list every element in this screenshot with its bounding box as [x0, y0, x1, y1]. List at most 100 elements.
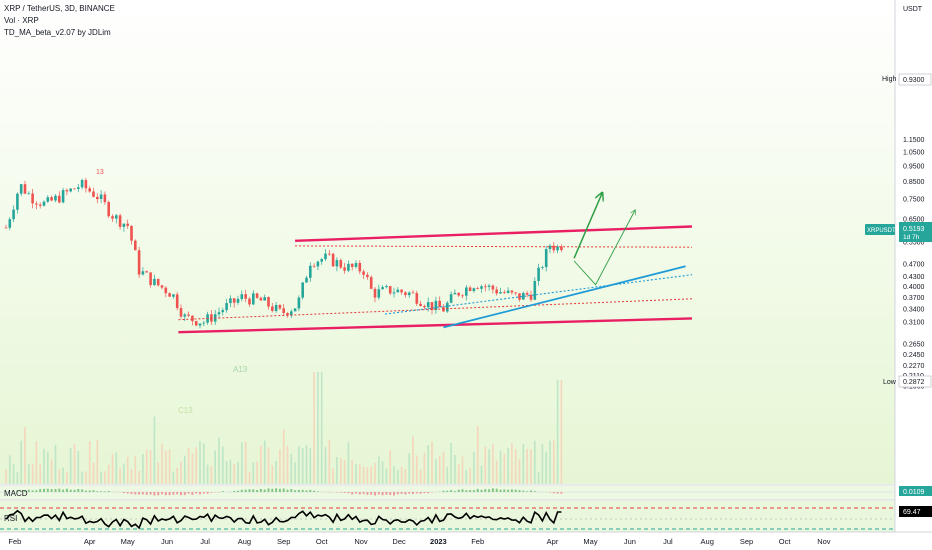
volume-bar — [313, 372, 315, 484]
macd-bar — [415, 492, 418, 494]
rsi-pane-label[interactable]: RSI — [4, 514, 17, 523]
volume-bar — [389, 450, 391, 484]
volume-bar — [9, 455, 11, 484]
time-axis[interactable]: Feb Apr May Jun Jul Aug Sep Oct Nov Dec 2023 Feb Apr… — [8, 537, 830, 546]
volume-bar — [104, 471, 106, 484]
macd-bar — [54, 489, 57, 492]
channel-upper-line[interactable] — [295, 225, 693, 242]
volume-bar — [370, 466, 372, 484]
candle-body — [381, 287, 384, 290]
volume-bar — [176, 467, 178, 484]
volume-bar — [263, 440, 266, 484]
macd-bar — [161, 492, 163, 495]
candle-body — [525, 293, 529, 295]
volume-bar — [431, 441, 433, 484]
macd-bar — [290, 489, 293, 492]
candle-body — [373, 288, 377, 298]
candle-body — [480, 286, 483, 289]
candle-body — [362, 271, 365, 275]
macd-bar — [480, 489, 483, 492]
macd-bar — [267, 488, 270, 492]
candle-body — [23, 184, 27, 194]
volume-bar — [522, 444, 525, 484]
candle-body — [92, 191, 95, 197]
candlesticks — [4, 177, 563, 329]
drawings[interactable] — [178, 193, 693, 334]
candle-body — [96, 196, 99, 200]
candle-body — [35, 203, 38, 205]
alternate-projection-arrow[interactable] — [573, 211, 635, 286]
candle-body — [80, 180, 84, 188]
volume-bar — [12, 464, 15, 484]
macd-bar — [530, 490, 532, 492]
volume-bar — [320, 372, 323, 484]
volume-bar — [469, 468, 471, 484]
macd-bar — [427, 492, 430, 494]
candle-body — [232, 298, 236, 303]
volume-bar — [161, 443, 163, 484]
macd-bar — [526, 491, 529, 492]
candle-body — [320, 259, 323, 262]
volume-bar — [96, 440, 99, 484]
volume-bar — [336, 457, 338, 484]
volume-bar — [400, 466, 403, 484]
td-indicator-label[interactable]: TD_MA_beta_v2.07 by JDLim — [4, 28, 111, 37]
volume-bar — [229, 459, 232, 484]
volume-bar — [457, 464, 460, 484]
macd-bar — [141, 492, 144, 495]
macd-bar — [69, 489, 72, 492]
macd-bar — [393, 492, 395, 496]
candle-body — [423, 306, 426, 308]
volume-bar — [473, 451, 475, 484]
support-dotted-line[interactable] — [178, 298, 693, 321]
candle-body — [263, 297, 266, 301]
candle-body — [316, 261, 320, 267]
volume-bar — [130, 469, 133, 484]
macd-bar — [442, 490, 445, 492]
volume-bar — [256, 461, 258, 484]
channel-lower-line[interactable] — [178, 317, 693, 334]
volume-bar — [157, 462, 159, 484]
time-tick: Aug — [701, 537, 714, 546]
rsi-pane — [0, 507, 895, 530]
macd-bar — [16, 490, 19, 492]
ascending-trendline[interactable] — [443, 265, 686, 329]
macd-pane-label[interactable]: MACD — [4, 489, 28, 498]
time-tick: Jul — [200, 537, 210, 546]
time-tick: May — [583, 537, 597, 546]
volume-bar — [260, 445, 262, 484]
volume-bar — [168, 449, 171, 484]
ascending-dotted-trendline[interactable] — [385, 274, 693, 315]
candle-body — [168, 293, 171, 297]
macd-bar — [248, 489, 251, 492]
macd-bar — [271, 488, 274, 492]
candle-body — [457, 292, 460, 296]
macd-bar — [252, 489, 255, 492]
macd-bar — [503, 489, 506, 492]
volume-bar — [442, 451, 445, 484]
volume-indicator-label[interactable]: Vol · XRP — [4, 16, 39, 25]
macd-bar — [297, 489, 300, 492]
candle-body — [388, 286, 392, 294]
candle-body — [385, 286, 388, 288]
macd-bar — [145, 492, 148, 495]
macd-bar — [472, 490, 475, 492]
volume-bar — [416, 455, 418, 484]
volume-bar — [275, 461, 277, 484]
candle-body — [449, 294, 453, 303]
candle-body — [172, 294, 175, 297]
macd-bar — [450, 490, 453, 492]
symbol-title[interactable]: XRP / TetherUS, 3D, BINANCE — [4, 4, 115, 13]
volume-bar — [530, 449, 532, 484]
volume-bar — [134, 456, 137, 484]
candle-body — [465, 287, 468, 296]
volume-bar — [282, 429, 285, 484]
volume-bar — [534, 440, 536, 484]
price-tick: 0.3400 — [903, 307, 925, 314]
candle-body — [411, 292, 415, 294]
bullish-projection-arrow[interactable] — [573, 193, 602, 259]
volume-bar — [499, 450, 502, 484]
macd-bar — [374, 492, 376, 496]
